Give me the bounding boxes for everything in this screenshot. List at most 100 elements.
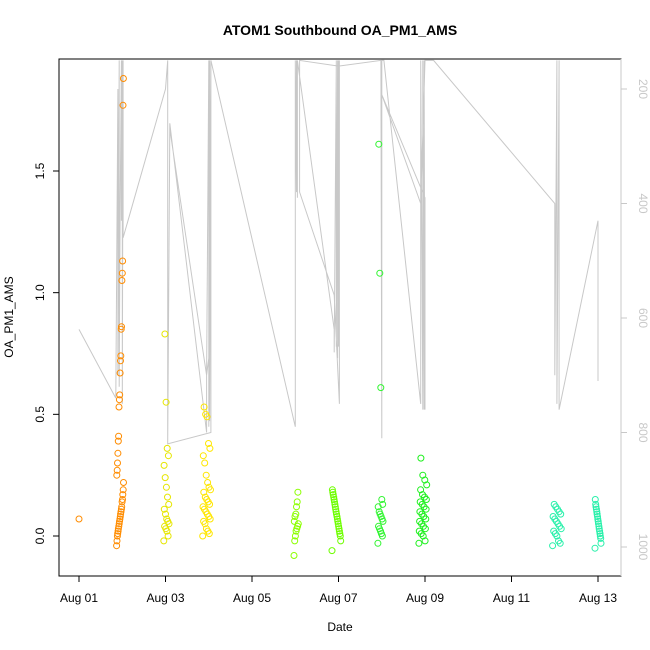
data-point: [199, 452, 207, 460]
data-point: [594, 513, 601, 520]
data-point: [415, 539, 423, 547]
data-point: [117, 325, 125, 333]
data-point: [329, 488, 337, 496]
data-point: [161, 330, 169, 338]
data-point: [331, 498, 338, 506]
data-point: [114, 449, 122, 457]
y-axis-label: OA_PM1_AMS: [2, 276, 16, 357]
y2-tick-label: 1000: [636, 534, 650, 561]
data-point: [162, 483, 170, 491]
data-point: [117, 352, 125, 360]
data-point: [595, 520, 602, 528]
altitude-series: [78, 59, 599, 445]
data-point: [593, 508, 601, 516]
data-point: [549, 542, 557, 550]
data-point: [165, 500, 173, 508]
data-point: [290, 552, 298, 559]
data-point: [329, 491, 337, 499]
data-point: [164, 452, 172, 460]
data-point: [162, 510, 169, 518]
y-tick-label: 0.0: [33, 527, 47, 544]
data-point: [594, 517, 602, 525]
data-point: [592, 500, 600, 508]
data-point: [416, 517, 424, 525]
data-point: [199, 532, 207, 540]
data-point: [550, 527, 558, 535]
x-tick-label: Aug 11: [493, 591, 530, 605]
data-point: [160, 505, 168, 513]
x-tick-label: Aug 09: [406, 591, 444, 605]
plot-frame: [58, 58, 622, 577]
data-point: [291, 537, 299, 545]
data-point: [202, 471, 210, 479]
data-point: [335, 522, 343, 530]
data-point: [160, 461, 168, 469]
data-point: [118, 503, 126, 511]
data-point: [75, 515, 83, 523]
data-point: [118, 323, 125, 331]
data-point: [115, 403, 123, 411]
data-point: [596, 532, 604, 540]
data-point: [200, 517, 208, 525]
data-point: [416, 508, 424, 516]
data-point: [116, 391, 124, 399]
data-point: [335, 525, 343, 533]
data-point: [113, 532, 121, 540]
y-tick-label: 1.5: [33, 162, 47, 179]
data-point: [336, 530, 344, 538]
data-point: [201, 459, 209, 467]
data-point: [204, 479, 212, 486]
data-point: [335, 527, 343, 535]
data-point: [117, 357, 124, 365]
data-point: [331, 503, 339, 511]
y2-tick-label: 400: [636, 193, 650, 213]
data-point: [113, 537, 121, 545]
data-point: [119, 496, 126, 503]
data-point: [334, 520, 342, 528]
data-point: [419, 491, 426, 499]
data-point: [114, 437, 122, 445]
data-point: [118, 269, 126, 277]
data-point: [163, 444, 171, 452]
data-point: [163, 515, 171, 523]
x-tick-label: Aug 07: [319, 591, 357, 605]
data-point: [375, 140, 383, 148]
data-point: [115, 522, 123, 530]
data-point: [378, 496, 386, 503]
y-axis: 0.0 0.5 1.0 1.5: [33, 162, 59, 544]
data-point: [116, 515, 124, 523]
data-point: [116, 517, 123, 525]
data-point: [595, 525, 603, 533]
data-point: [337, 537, 345, 545]
data-point: [417, 486, 425, 494]
y2-tick-label: 200: [636, 79, 650, 99]
data-point: [202, 410, 210, 418]
data-point: [597, 539, 605, 547]
data-point: [114, 530, 122, 538]
data-point: [592, 505, 600, 513]
data-point: [200, 403, 208, 411]
data-point: [201, 493, 209, 501]
data-point: [549, 513, 557, 520]
data-point: [200, 488, 208, 496]
data-point: [332, 508, 340, 516]
x-axis: Aug 01 Aug 03 Aug 05 Aug 07 Aug 09 Aug 11 Aug …: [60, 576, 617, 605]
data-point: [291, 532, 299, 540]
data-point: [114, 459, 121, 467]
data-point: [199, 503, 207, 511]
data-point: [376, 269, 384, 277]
data-point: [164, 493, 171, 501]
data-point: [328, 486, 336, 494]
data-point: [116, 513, 124, 520]
data-point: [290, 517, 298, 525]
data-point: [594, 515, 602, 523]
data-point: [162, 398, 170, 406]
data-point: [330, 496, 338, 503]
data-point: [332, 505, 340, 513]
x-axis-label: Date: [327, 620, 353, 634]
data-point: [114, 527, 122, 535]
y2-axis: 200 400 600 800 1000: [620, 59, 650, 576]
data-point: [115, 396, 123, 404]
data-point: [113, 471, 121, 479]
